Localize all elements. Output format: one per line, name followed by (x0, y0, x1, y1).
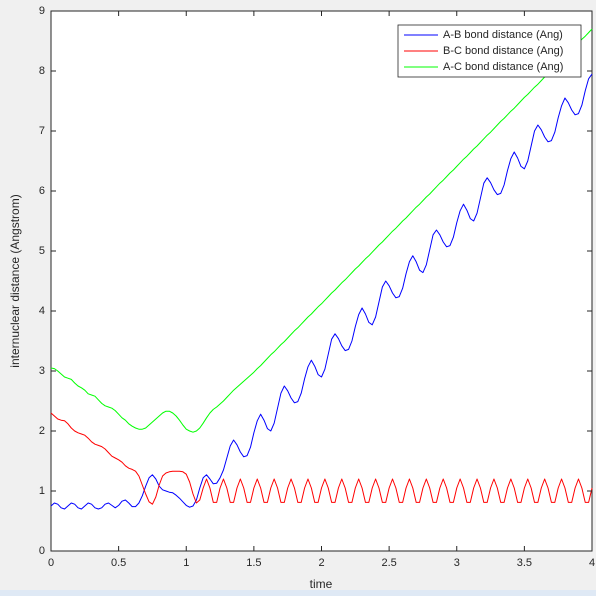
plot-area (50, 28, 593, 510)
bottom-strip (0, 590, 596, 596)
series-line (50, 73, 593, 510)
y-tick-label: 5 (39, 245, 45, 257)
x-tick-label: 2 (318, 557, 324, 569)
legend-label: A-B bond distance (Ang) (443, 29, 563, 41)
legend-box (397, 24, 582, 78)
x-tick-label: 0.5 (111, 557, 126, 569)
y-tick-label: 7 (39, 125, 45, 137)
axes-box (50, 10, 593, 552)
x-tick-label: 3 (454, 557, 460, 569)
y-tick-label: 3 (39, 365, 45, 377)
y-tick-label: 4 (39, 305, 45, 317)
legend-label: B-C bond distance (Ang) (443, 45, 563, 57)
legend-label: A-C bond distance (Ang) (443, 61, 563, 73)
series-line (50, 412, 593, 505)
x-tick-label: 3.5 (517, 557, 532, 569)
x-tick-label: 1.5 (246, 557, 261, 569)
y-tick-label: 0 (39, 545, 45, 557)
y-tick-label: 1 (39, 485, 45, 497)
x-tick-label: 4 (589, 557, 595, 569)
series-line (50, 28, 593, 433)
y-axis-label: internuclear distance (Angstrom) (8, 194, 22, 367)
y-tick-label: 8 (39, 65, 45, 77)
x-tick-label: 2.5 (381, 557, 396, 569)
x-axis-label: time (310, 577, 333, 591)
y-tick-label: 9 (39, 5, 45, 17)
x-tick-label: 0 (48, 557, 54, 569)
y-tick-label: 2 (39, 425, 45, 437)
y-tick-label: 6 (39, 185, 45, 197)
x-tick-label: 1 (183, 557, 189, 569)
